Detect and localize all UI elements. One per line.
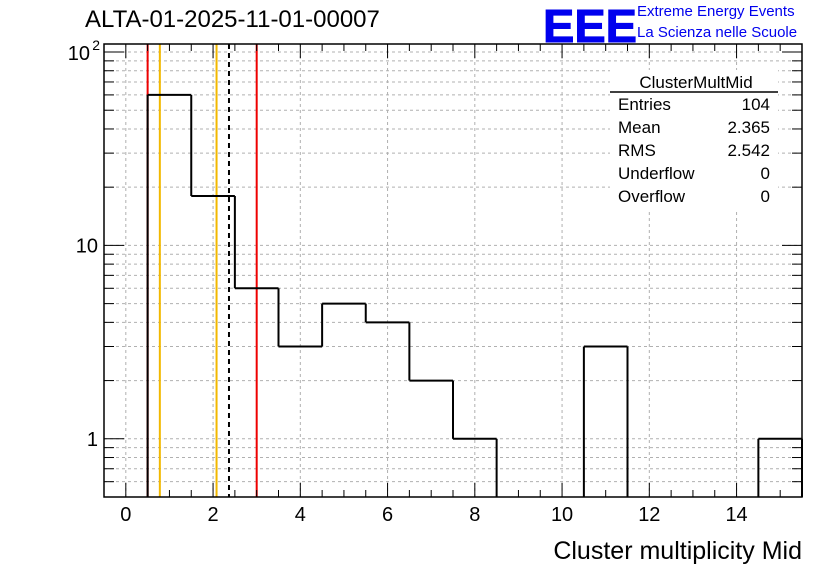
y-tick-label: 1 xyxy=(87,429,98,451)
marker-lines xyxy=(146,44,258,497)
eee-logo: EEE xyxy=(543,2,638,46)
svg-text:EEE: EEE xyxy=(543,2,637,46)
org-name: Extreme Energy Events xyxy=(637,3,795,20)
stats-box-bg xyxy=(610,70,778,212)
stats-value-rms: 2.542 xyxy=(727,141,770,160)
axis-ticks xyxy=(104,44,802,498)
stats-value-underflow: 0 xyxy=(761,164,770,183)
y-tick-label: 10 xyxy=(68,43,90,65)
x-tick-label: 6 xyxy=(382,504,393,526)
x-tick-label: 12 xyxy=(638,504,660,526)
stats-label-rms: RMS xyxy=(618,141,656,160)
x-tick-label: 0 xyxy=(120,504,131,526)
x-axis-label: Cluster multiplicity Mid xyxy=(553,537,802,565)
stats-label-overflow: Overflow xyxy=(618,187,686,206)
stats-value-overflow: 0 xyxy=(761,187,770,206)
stats-title: ClusterMultMid xyxy=(639,73,752,92)
x-tick-label: 2 xyxy=(208,504,219,526)
stats-value-mean: 2.365 xyxy=(727,118,770,137)
stats-label-underflow: Underflow xyxy=(618,164,695,183)
x-tick-label: 14 xyxy=(725,504,747,526)
y-tick-label: 10 xyxy=(76,235,98,257)
x-tick-label: 4 xyxy=(295,504,306,526)
y-tick-exponent: 2 xyxy=(92,37,100,53)
org-tagline: La Scienza nelle Scuole xyxy=(637,24,798,41)
stats-label-mean: Mean xyxy=(618,118,661,137)
stats-label-entries: Entries xyxy=(618,95,671,114)
stats-value-entries: 104 xyxy=(742,95,770,114)
stats-box: ClusterMultMid Entries 104 Mean 2.365 RMS 2.54… xyxy=(610,70,778,212)
histogram-series xyxy=(146,93,803,497)
run-title: ALTA-01-2025-11-01-00007 xyxy=(85,6,380,33)
x-tick-label: 10 xyxy=(551,504,573,526)
x-tick-label: 8 xyxy=(469,504,480,526)
